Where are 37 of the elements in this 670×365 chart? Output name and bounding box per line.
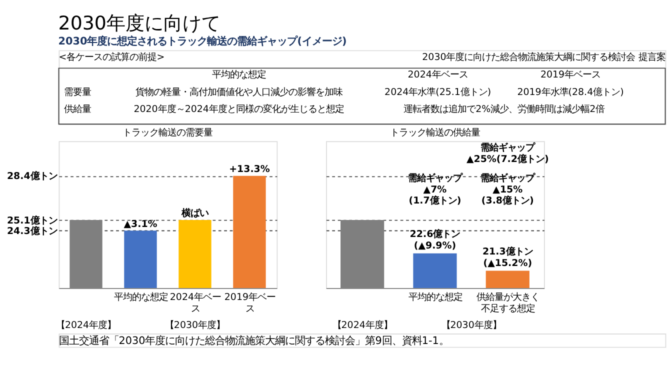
chart-title: トラック輸送の需要量 [122, 127, 213, 138]
text: 需要量 [64, 86, 92, 98]
text: 【2024年度】 [332, 320, 392, 331]
x-tick-label: 供給量が大きく不足する想定 [476, 292, 540, 314]
text: 【2030年度】 [441, 320, 502, 331]
text: 2019年ベース [540, 69, 601, 80]
annotation: +13.3% [229, 164, 270, 176]
x-tick-label: 2019年ベース [224, 292, 276, 314]
y-tick-label: 24.3億トン [6, 226, 58, 237]
text: 運転者数は追加で2%減少、労働時間は減少幅2倍 [404, 104, 605, 116]
text: 平均的な想定 [212, 69, 266, 80]
text: 2024年水準(25.1億トン) [384, 86, 492, 98]
x-tick-label: 平均的な想定 [408, 292, 462, 303]
text: 2019年水準(28.4億トン) [517, 86, 624, 98]
x-tick-label: 2024年ベース [170, 292, 222, 314]
text: 供給量 [64, 104, 92, 116]
x-tick-label: 平均的な想定 [114, 292, 168, 303]
y-tick-label: 25.1億トン [6, 215, 58, 226]
annotation: 需給ギャップ ▲7% (1.7億トン) [408, 172, 463, 207]
annotation: 需給ギャップ ▲25%(7.2億トン) [466, 142, 549, 166]
annotation: 横ばい [180, 208, 208, 220]
text: 2020年度～2024年度と同様の変化が生じると想定 [134, 104, 344, 116]
text: 貨物の軽量・高付加価値化や人口減少の影響を加味 [135, 86, 342, 98]
text: 2030年度に想定されるトラック輸送の需給ギャップ(イメージ) [58, 36, 347, 48]
text: <各ケースの試算の前提> [58, 52, 165, 63]
chart-title: トラック輸送の供給量 [390, 127, 480, 138]
annotation: ▲3.1% [124, 218, 158, 230]
data-label: 22.6億トン (▲9.9%) [410, 229, 460, 252]
text: 国土交通省「2030年度に向けた総合物流施策大綱に関する検討会」第9回、資料1-1。 [58, 334, 449, 347]
text: 【2024年度】 [56, 320, 116, 331]
text: 2030年度に向けた総合物流施策大綱に関する検討会 提言案 [422, 52, 666, 63]
y-tick-label: 28.4億トン [6, 171, 58, 182]
text: 2024年ベース [408, 69, 468, 80]
text: 【2030年度】 [164, 320, 226, 331]
text: 2030年度に向けて [58, 12, 220, 34]
data-label: 21.3億トン (▲15.2%) [482, 246, 533, 269]
annotation: 需給ギャップ ▲15% (3.8億トン) [480, 172, 536, 207]
